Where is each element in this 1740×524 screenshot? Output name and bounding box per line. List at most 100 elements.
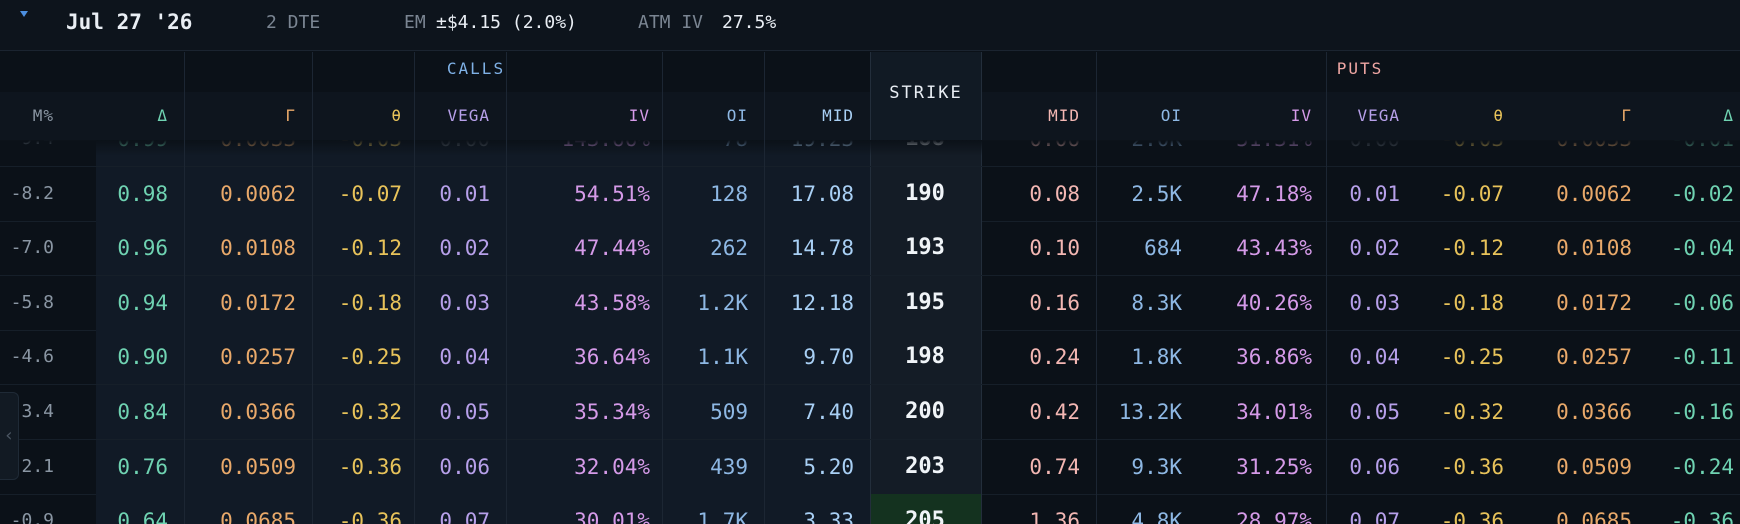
cell-put-mid[interactable]: 0.16 <box>1029 290 1080 315</box>
cell-put-vega[interactable]: 0.05 <box>1349 400 1400 424</box>
cell-call-oi[interactable]: 128 <box>710 181 748 206</box>
col-put-mid[interactable]: MID <box>1048 106 1080 125</box>
cell-put-oi[interactable]: 684 <box>1144 236 1182 261</box>
cell-put-gamma[interactable]: 0.0033 <box>1516 140 1632 166</box>
cell-put-oi[interactable]: 2.5K <box>1131 181 1182 206</box>
cell-call-delta[interactable]: 0.84 <box>117 400 168 424</box>
col-call-gamma[interactable]: Γ <box>285 106 296 125</box>
option-row[interactable]: -3.4 0.84 0.0366 -0.32 0.05 35.34% 509 7.40 200 0… <box>0 385 1740 440</box>
cell-call-mid[interactable]: 17.08 <box>790 181 854 206</box>
cell-put-gamma[interactable]: 0.0257 <box>1556 345 1632 370</box>
cell-put-theta[interactable]: -0.36 <box>1440 454 1504 479</box>
cell-call-mid[interactable]: 12.18 <box>790 290 854 315</box>
col-put-gamma[interactable]: Γ <box>1621 106 1632 125</box>
cell-moneyness[interactable]: -0.9 <box>10 510 54 524</box>
collapse-caret-icon[interactable] <box>20 11 28 17</box>
cell-call-vega[interactable]: 0.05 <box>439 400 490 424</box>
cell-call-iv[interactable]: 32.04% <box>574 454 650 479</box>
cell-put-theta[interactable]: -0.18 <box>1440 290 1504 315</box>
cell-call-gamma[interactable]: 0.0366 <box>220 400 296 424</box>
cell-call-iv[interactable]: 47.44% <box>574 236 650 261</box>
cell-call-vega[interactable]: 0.06 <box>439 454 490 479</box>
cell-call-vega[interactable]: 0.00 <box>414 140 490 166</box>
cell-put-theta[interactable]: -0.07 <box>1440 181 1504 206</box>
col-put-iv[interactable]: IV <box>1290 106 1312 125</box>
col-put-delta[interactable]: Δ <box>1723 106 1734 125</box>
cell-put-delta[interactable]: -0.01 <box>1644 140 1734 166</box>
cell-put-vega[interactable]: 0.03 <box>1349 290 1400 315</box>
cell-call-oi[interactable]: 1.7K <box>697 509 748 524</box>
cell-call-mid[interactable]: 3.33 <box>803 509 854 524</box>
cell-put-vega[interactable]: 0.07 <box>1349 509 1400 524</box>
cell-put-delta[interactable]: -0.02 <box>1670 181 1734 206</box>
cell-put-gamma[interactable]: 0.0685 <box>1556 509 1632 524</box>
cell-call-mid[interactable]: 14.78 <box>790 236 854 261</box>
cell-call-delta[interactable]: 0.94 <box>117 290 168 315</box>
cell-put-oi[interactable]: 4.8K <box>1131 509 1182 524</box>
cell-put-gamma[interactable]: 0.0108 <box>1556 236 1632 261</box>
option-row[interactable]: -0.9 0.64 0.0685 -0.36 0.07 30.01% 1.7K 3.33 205… <box>0 494 1740 524</box>
col-call-delta[interactable]: Δ <box>157 106 168 125</box>
cell-call-iv[interactable]: 54.51% <box>574 181 650 206</box>
cell-call-theta[interactable]: -0.12 <box>338 236 402 261</box>
cell-call-oi[interactable]: 78 <box>662 140 748 166</box>
cell-put-iv[interactable]: 40.26% <box>1236 290 1312 315</box>
cell-put-theta[interactable]: -0.12 <box>1440 236 1504 261</box>
cell-call-gamma[interactable]: 0.0108 <box>220 236 296 261</box>
strike-column-header[interactable]: STRIKE <box>870 52 982 140</box>
cell-moneyness[interactable]: -9.4 <box>0 140 54 166</box>
cell-moneyness[interactable]: -2.1 <box>10 455 54 477</box>
cell-call-mid[interactable]: 5.20 <box>803 454 854 479</box>
cell-strike[interactable]: 190 <box>905 180 945 206</box>
cell-call-vega[interactable]: 0.04 <box>439 345 490 370</box>
cell-put-theta[interactable]: -0.03 <box>1412 140 1504 166</box>
cell-put-mid[interactable]: 0.10 <box>1029 236 1080 261</box>
cell-call-iv[interactable]: 43.58% <box>574 290 650 315</box>
cell-moneyness[interactable]: -4.6 <box>10 346 54 368</box>
cell-call-theta[interactable]: -0.32 <box>338 400 402 424</box>
cell-call-oi[interactable]: 439 <box>710 454 748 479</box>
cell-moneyness[interactable]: -3.4 <box>10 401 54 422</box>
cell-call-oi[interactable]: 1.1K <box>697 345 748 370</box>
cell-call-theta[interactable]: -0.25 <box>338 345 402 370</box>
cell-put-oi[interactable]: 8.3K <box>1131 290 1182 315</box>
option-row[interactable]: -5.8 0.94 0.0172 -0.18 0.03 43.58% 1.2K 12.18 19… <box>0 275 1740 331</box>
cell-call-theta[interactable]: -0.36 <box>338 509 402 524</box>
col-call-oi[interactable]: OI <box>726 106 748 125</box>
cell-put-delta[interactable]: -0.04 <box>1670 236 1734 261</box>
cell-call-gamma[interactable]: 0.0509 <box>220 454 296 479</box>
cell-moneyness[interactable]: -8.2 <box>10 182 54 204</box>
cell-call-vega[interactable]: 0.03 <box>439 290 490 315</box>
option-row[interactable]: -4.6 0.90 0.0257 -0.25 0.04 36.64% 1.1K 9.70 198… <box>0 330 1740 386</box>
cell-call-mid[interactable]: 19.23 <box>764 140 854 166</box>
option-row[interactable]: -9.4 0.99 0.0033 -0.03 0.00 143.66% 78 19.23 188… <box>0 140 1740 167</box>
cell-call-delta[interactable]: 0.98 <box>117 181 168 206</box>
cell-put-delta[interactable]: -0.16 <box>1670 400 1734 424</box>
cell-call-theta[interactable]: -0.18 <box>338 290 402 315</box>
cell-put-delta[interactable]: -0.24 <box>1670 454 1734 479</box>
cell-call-vega[interactable]: 0.02 <box>439 236 490 261</box>
cell-put-iv[interactable]: 43.43% <box>1236 236 1312 261</box>
cell-put-mid[interactable]: 0.42 <box>1029 400 1080 424</box>
option-row[interactable]: -2.1 0.76 0.0509 -0.36 0.06 32.04% 439 5.20 203 0… <box>0 439 1740 495</box>
cell-put-mid[interactable]: 0.74 <box>1029 454 1080 479</box>
cell-put-iv[interactable]: 31.25% <box>1236 454 1312 479</box>
cell-put-gamma[interactable]: 0.0172 <box>1556 290 1632 315</box>
cell-call-delta[interactable]: 0.90 <box>117 345 168 370</box>
col-put-vega[interactable]: VEGA <box>1357 106 1400 125</box>
cell-put-iv[interactable]: 28.97% <box>1236 509 1312 524</box>
cell-put-oi[interactable]: 1.8K <box>1131 345 1182 370</box>
cell-call-oi[interactable]: 1.2K <box>697 290 748 315</box>
cell-put-iv[interactable]: 36.86% <box>1236 345 1312 370</box>
cell-call-theta[interactable]: -0.03 <box>312 140 402 166</box>
cell-put-mid[interactable]: 0.24 <box>1029 345 1080 370</box>
cell-call-gamma[interactable]: 0.0257 <box>220 345 296 370</box>
cell-put-delta[interactable]: -0.06 <box>1670 290 1734 315</box>
cell-call-vega[interactable]: 0.01 <box>439 181 490 206</box>
cell-call-mid[interactable]: 7.40 <box>803 400 854 424</box>
cell-strike[interactable]: 188 <box>870 140 980 166</box>
cell-put-theta[interactable]: -0.25 <box>1440 345 1504 370</box>
cell-moneyness[interactable]: -5.8 <box>10 291 54 313</box>
cell-put-vega[interactable]: 0.02 <box>1349 236 1400 261</box>
cell-strike[interactable]: 198 <box>905 344 945 370</box>
